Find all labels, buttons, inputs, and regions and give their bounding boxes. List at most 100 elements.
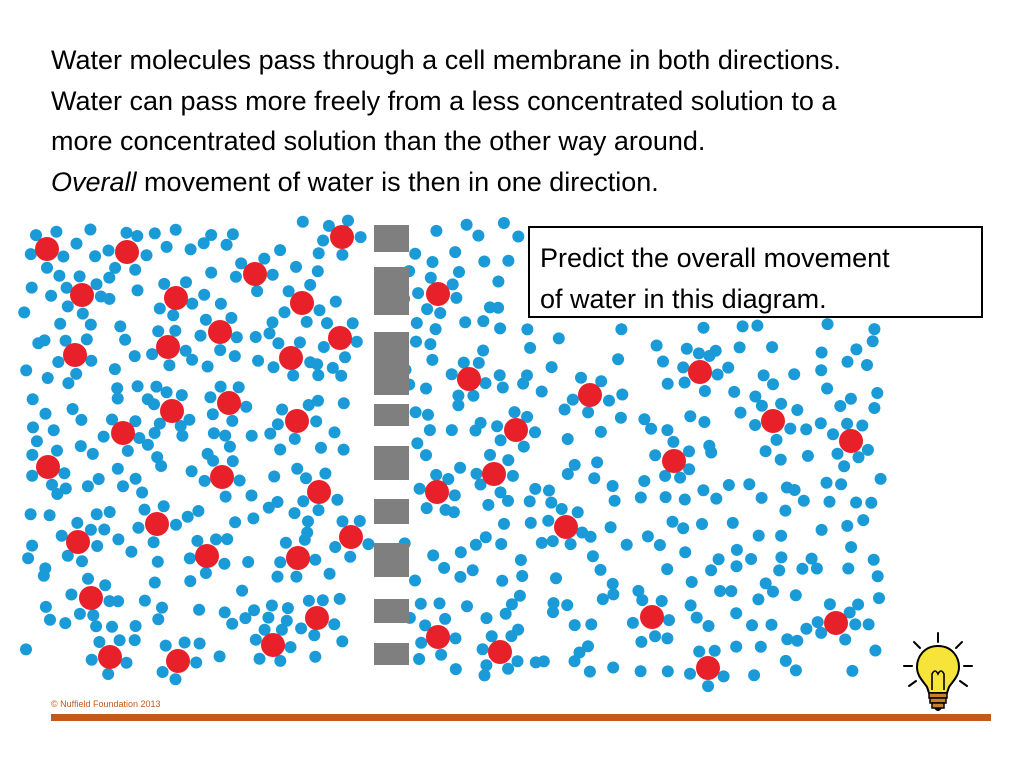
water-molecule <box>752 529 765 542</box>
water-molecule <box>312 369 325 382</box>
water-molecule <box>650 339 663 352</box>
water-molecule <box>75 413 88 426</box>
water-molecule <box>288 432 301 445</box>
water-molecule <box>73 270 86 283</box>
water-molecule <box>730 560 743 573</box>
water-molecule <box>757 369 770 382</box>
water-molecule <box>511 655 524 668</box>
water-molecule <box>420 502 433 515</box>
water-molecule <box>152 325 165 338</box>
water-molecule <box>479 531 492 544</box>
water-molecule <box>730 607 743 620</box>
water-molecule <box>274 244 287 257</box>
water-molecule <box>547 597 560 610</box>
water-molecule <box>103 271 116 284</box>
water-molecule <box>505 598 518 611</box>
water-molecule <box>438 561 451 574</box>
water-molecule <box>148 398 160 411</box>
water-molecule <box>850 343 863 356</box>
water-molecule <box>128 634 141 647</box>
water-molecule <box>84 223 97 236</box>
water-molecule <box>421 303 434 316</box>
solute-molecule <box>688 360 712 384</box>
water-molecule <box>93 636 106 648</box>
heading-line-3: more concentrated solution than the othe… <box>51 126 706 156</box>
water-molecule <box>823 495 836 508</box>
water-molecule <box>204 391 217 404</box>
solute-molecule <box>210 465 234 489</box>
water-molecule <box>198 474 211 487</box>
water-molecule <box>517 440 530 453</box>
water-molecule <box>197 237 210 250</box>
water-molecule <box>635 635 648 648</box>
water-molecule <box>61 549 74 562</box>
water-molecule <box>220 238 233 251</box>
water-molecule <box>230 331 243 344</box>
water-molecule <box>496 574 509 587</box>
water-molecule <box>661 377 674 390</box>
water-molecule <box>584 530 597 543</box>
water-molecule <box>477 315 490 328</box>
water-molecule <box>274 556 287 569</box>
solute-molecule <box>145 512 169 536</box>
water-molecule <box>183 552 196 565</box>
water-molecule <box>800 423 813 436</box>
water-molecule <box>108 363 121 376</box>
water-molecule <box>752 593 765 606</box>
water-molecule <box>524 516 537 529</box>
water-molecule <box>524 341 537 354</box>
water-molecule <box>186 297 199 310</box>
water-molecule <box>478 669 491 682</box>
water-molecule <box>568 619 581 632</box>
membrane-segment <box>374 267 409 315</box>
water-molecule <box>505 630 518 643</box>
membrane-segment <box>374 446 409 480</box>
water-molecule <box>403 611 416 624</box>
water-molecule <box>543 484 555 497</box>
solute-molecule <box>36 455 60 479</box>
water-molecule <box>480 659 493 672</box>
water-molecule <box>92 473 105 485</box>
water-molecule <box>796 562 809 575</box>
water-molecule <box>766 341 779 354</box>
water-molecule <box>482 498 495 511</box>
water-molecule <box>614 411 627 424</box>
water-molecule <box>329 541 342 553</box>
water-molecule <box>586 550 599 563</box>
solute-molecule <box>166 649 190 673</box>
water-molecule <box>815 364 828 377</box>
water-molecule <box>726 516 739 529</box>
water-molecule <box>66 403 79 415</box>
water-molecule <box>316 594 329 607</box>
water-molecule <box>453 266 465 278</box>
water-molecule <box>180 276 192 289</box>
water-molecule <box>810 562 823 575</box>
water-molecule <box>293 336 306 349</box>
water-molecule <box>183 413 196 426</box>
water-molecule <box>661 424 674 437</box>
water-molecule <box>311 358 324 371</box>
water-molecule <box>297 495 310 508</box>
water-molecule <box>252 354 265 367</box>
solute-molecule <box>115 240 139 264</box>
water-molecule <box>702 620 715 632</box>
water-molecule <box>615 323 628 336</box>
water-molecule <box>705 446 718 459</box>
water-molecule <box>460 218 473 231</box>
solute-molecule <box>164 286 188 310</box>
water-molecule <box>39 562 52 575</box>
water-molecule <box>219 429 232 442</box>
water-molecule <box>759 445 772 458</box>
solute-molecule <box>426 282 450 306</box>
water-molecule <box>226 228 239 241</box>
heading-line-2: Water can pass more freely from a less c… <box>51 85 837 116</box>
water-molecule <box>845 541 858 554</box>
solute-molecule <box>488 640 512 664</box>
water-molecule <box>655 595 668 607</box>
water-molecule <box>140 249 153 262</box>
solute-molecule <box>339 525 363 549</box>
water-molecule <box>575 371 587 384</box>
water-molecule <box>834 400 847 412</box>
water-molecule <box>129 472 142 485</box>
water-molecule <box>193 603 206 616</box>
